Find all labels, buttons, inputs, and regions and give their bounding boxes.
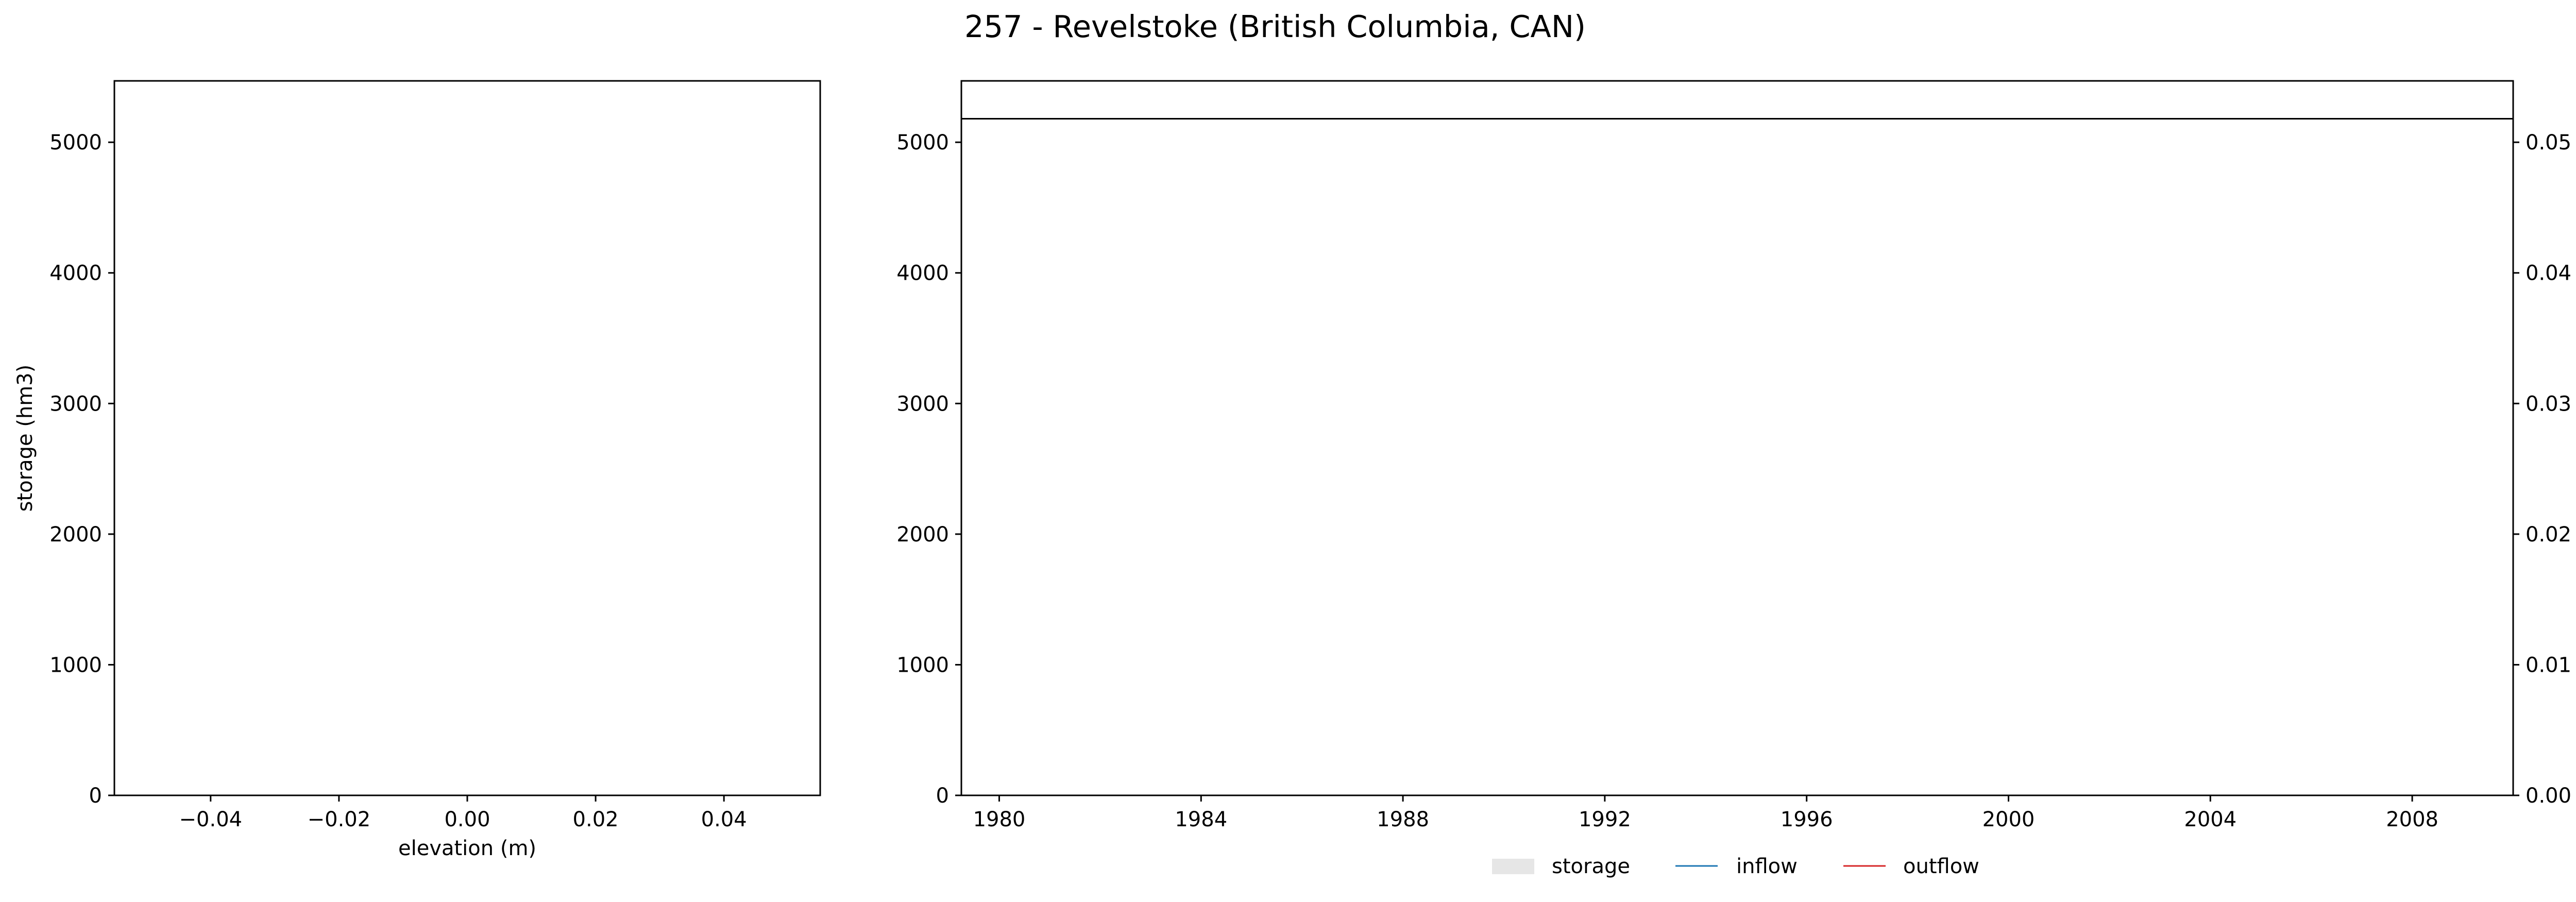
right-x-tick-label: 1980 (973, 808, 1026, 831)
right-y2-tick-label: 0.03 (2526, 392, 2571, 416)
left-x-tick-label: −0.02 (308, 808, 371, 831)
legend-storage-swatch (1492, 859, 1534, 874)
left-y-tick-label: 1000 (49, 653, 102, 677)
left-x-tick-label: 0.04 (701, 808, 747, 831)
right-x-tick-label: 1984 (1175, 808, 1227, 831)
left-x-tick-label: −0.04 (179, 808, 243, 831)
right-y-tick-label: 2000 (896, 523, 949, 547)
left-y-tick-label: 3000 (49, 392, 102, 416)
right-y2-tick-label: 0.04 (2526, 262, 2571, 285)
left-y-tick-label: 2000 (49, 523, 102, 547)
right-x-tick-label: 1996 (1781, 808, 1833, 831)
right-y2-tick-label: 0.05 (2526, 131, 2571, 155)
right-y2-tick-label: 0.01 (2526, 653, 2571, 677)
legend: storage inflow outflow (1492, 855, 1979, 878)
left-x-ticks: −0.04 −0.02 0.00 0.02 0.04 (179, 795, 747, 831)
legend-inflow-label: inflow (1736, 855, 1798, 878)
left-y-tick-label: 5000 (49, 131, 102, 155)
right-x-tick-label: 2008 (2386, 808, 2438, 831)
left-plot-frame (113, 80, 821, 796)
left-y-ticks: 0 1000 2000 3000 4000 5000 (49, 131, 114, 808)
right-y2-tick-label: 0.00 (2526, 784, 2571, 808)
right-y-tick-label: 0 (936, 784, 949, 808)
right-y2-tick-label: 0.02 (2526, 523, 2571, 547)
left-y-tick-label: 0 (89, 784, 102, 808)
right-y-ticks: 0 1000 2000 3000 4000 5000 (896, 131, 961, 808)
right-y-tick-label: 3000 (896, 392, 949, 416)
right-x-tick-label: 1988 (1377, 808, 1429, 831)
figure-title: 257 - Revelstoke (British Columbia, CAN) (964, 9, 1586, 44)
right-y-tick-label: 5000 (896, 131, 949, 155)
left-x-tick-label: 0.02 (573, 808, 619, 831)
elevation-storage-panel: −0.04 −0.02 0.00 0.02 0.04 0 1000 2000 3000 4000… (13, 80, 821, 860)
right-x-ticks: 1980 1984 1988 1992 1996 2000 2004 2008 (973, 795, 2438, 831)
timeseries-panel: 1980 1984 1988 1992 1996 2000 2004 2008 0 1000 20… (896, 80, 2571, 831)
right-x-tick-label: 1992 (1579, 808, 1631, 831)
left-y-axis-label: storage (hm3) (13, 365, 37, 512)
right-y-tick-label: 4000 (896, 262, 949, 285)
right-x-tick-label: 2004 (2184, 808, 2236, 831)
left-x-axis-label: elevation (m) (398, 837, 536, 860)
right-x-tick-label: 2000 (1982, 808, 2035, 831)
right-y-tick-label: 1000 (896, 653, 949, 677)
right-plot-frame (960, 80, 2514, 796)
legend-storage-label: storage (1552, 855, 1630, 878)
legend-outflow-label: outflow (1903, 855, 1979, 878)
left-y-tick-label: 4000 (49, 262, 102, 285)
left-x-tick-label: 0.00 (444, 808, 490, 831)
right-secondary-y-ticks: 0.00 0.01 0.02 0.03 0.04 0.05 (2513, 131, 2571, 808)
